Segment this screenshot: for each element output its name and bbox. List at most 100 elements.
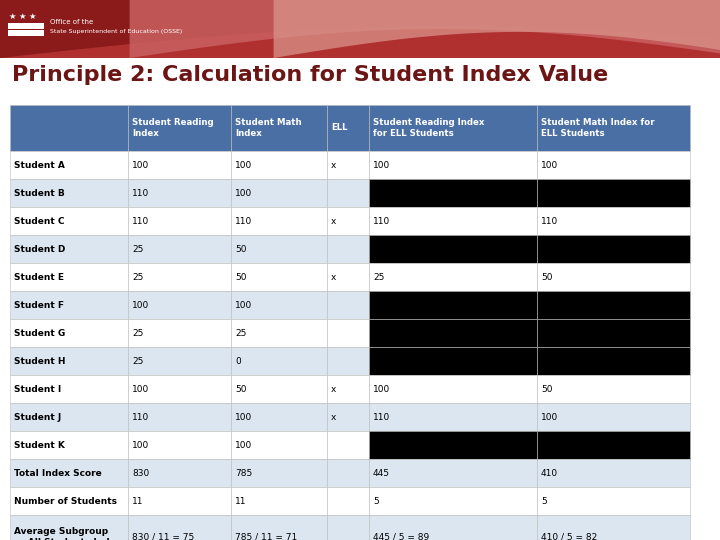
Text: Student D: Student D [14, 245, 66, 253]
Text: Total Index Score: Total Index Score [14, 469, 102, 477]
Polygon shape [8, 23, 44, 29]
Text: Student A: Student A [14, 160, 65, 170]
Polygon shape [10, 375, 128, 403]
Text: 410: 410 [541, 469, 558, 477]
Polygon shape [231, 431, 327, 459]
Text: Student H: Student H [14, 356, 66, 366]
Polygon shape [10, 235, 128, 263]
Text: 5: 5 [373, 496, 379, 505]
Polygon shape [327, 105, 369, 151]
Polygon shape [327, 375, 369, 403]
Text: 110: 110 [541, 217, 558, 226]
Polygon shape [369, 291, 537, 319]
Polygon shape [369, 263, 537, 291]
Text: Average Subgroup
or All Students Index: Average Subgroup or All Students Index [14, 528, 122, 540]
Text: 50: 50 [235, 245, 246, 253]
Polygon shape [10, 487, 128, 515]
Text: 100: 100 [132, 441, 149, 449]
Polygon shape [369, 207, 537, 235]
Text: 50: 50 [541, 384, 552, 394]
Text: 110: 110 [132, 217, 149, 226]
Polygon shape [369, 515, 537, 540]
Text: x: x [331, 160, 336, 170]
Text: 110: 110 [373, 217, 390, 226]
Polygon shape [10, 515, 128, 540]
Polygon shape [327, 263, 369, 291]
Text: 110: 110 [132, 413, 149, 422]
Polygon shape [369, 235, 537, 263]
Polygon shape [537, 105, 690, 151]
Polygon shape [537, 263, 690, 291]
Text: 100: 100 [132, 384, 149, 394]
Text: Student Math
Index: Student Math Index [235, 118, 302, 138]
Polygon shape [128, 105, 231, 151]
Polygon shape [327, 235, 369, 263]
Text: 110: 110 [373, 413, 390, 422]
Polygon shape [537, 179, 690, 207]
Polygon shape [8, 30, 44, 36]
Polygon shape [128, 319, 231, 347]
Polygon shape [128, 207, 231, 235]
Text: 25: 25 [132, 273, 143, 281]
Text: 0: 0 [235, 356, 240, 366]
Polygon shape [10, 403, 128, 431]
Text: 100: 100 [132, 300, 149, 309]
Polygon shape [369, 319, 537, 347]
Text: 100: 100 [235, 188, 252, 198]
Text: Student E: Student E [14, 273, 64, 281]
Text: 50: 50 [235, 384, 246, 394]
Polygon shape [231, 207, 327, 235]
Polygon shape [231, 179, 327, 207]
Polygon shape [327, 207, 369, 235]
Text: 785 / 11 = 71: 785 / 11 = 71 [235, 533, 297, 540]
Text: Student Reading Index
for ELL Students: Student Reading Index for ELL Students [373, 118, 485, 138]
Polygon shape [327, 347, 369, 375]
Text: Student I: Student I [14, 384, 61, 394]
Polygon shape [128, 235, 231, 263]
Text: 11: 11 [235, 496, 246, 505]
Text: 100: 100 [235, 413, 252, 422]
Text: 50: 50 [541, 273, 552, 281]
Polygon shape [537, 151, 690, 179]
Text: 110: 110 [235, 217, 252, 226]
Text: 50: 50 [235, 273, 246, 281]
Text: 25: 25 [132, 356, 143, 366]
Polygon shape [369, 105, 537, 151]
Text: 100: 100 [235, 300, 252, 309]
Text: Number of Students: Number of Students [14, 496, 117, 505]
Polygon shape [128, 515, 231, 540]
Polygon shape [231, 403, 327, 431]
Polygon shape [369, 151, 537, 179]
Text: ★: ★ [18, 11, 26, 21]
Polygon shape [537, 487, 690, 515]
Polygon shape [537, 235, 690, 263]
Polygon shape [231, 235, 327, 263]
Polygon shape [128, 431, 231, 459]
Text: Student G: Student G [14, 328, 66, 338]
Text: x: x [331, 384, 336, 394]
Polygon shape [231, 319, 327, 347]
Text: Student J: Student J [14, 413, 61, 422]
Polygon shape [327, 487, 369, 515]
Polygon shape [369, 347, 537, 375]
Polygon shape [128, 347, 231, 375]
Text: 830 / 11 = 75: 830 / 11 = 75 [132, 533, 194, 540]
Text: 100: 100 [235, 441, 252, 449]
Text: 100: 100 [235, 160, 252, 170]
Text: 830: 830 [132, 469, 149, 477]
Polygon shape [369, 487, 537, 515]
Text: Student B: Student B [14, 188, 65, 198]
Polygon shape [231, 151, 327, 179]
Text: 110: 110 [132, 188, 149, 198]
Polygon shape [327, 431, 369, 459]
Text: Office of the: Office of the [50, 19, 94, 25]
Text: Principle 2: Calculation for Student Index Value: Principle 2: Calculation for Student Ind… [12, 65, 608, 85]
Text: 25: 25 [132, 245, 143, 253]
Text: 100: 100 [541, 413, 558, 422]
Polygon shape [327, 151, 369, 179]
Polygon shape [537, 375, 690, 403]
Polygon shape [369, 375, 537, 403]
Polygon shape [537, 347, 690, 375]
Text: 11: 11 [132, 496, 143, 505]
Polygon shape [537, 207, 690, 235]
